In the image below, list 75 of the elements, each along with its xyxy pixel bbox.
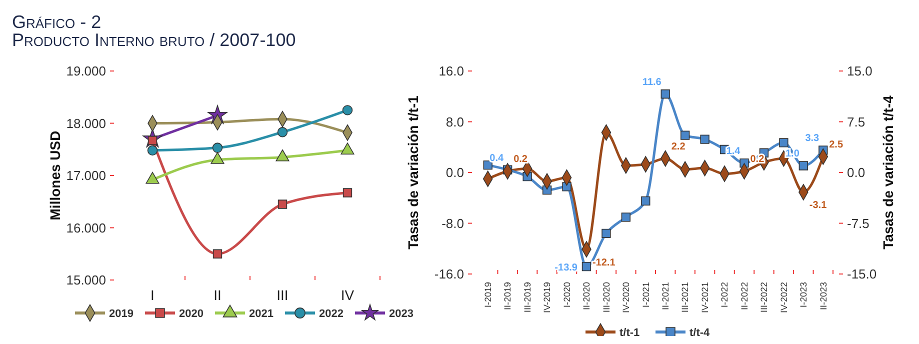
x-tick-label: IV-2021 <box>700 282 710 314</box>
x-tick-label: I <box>150 287 154 303</box>
data-label: 11.6 <box>642 77 662 88</box>
y-tick-label: -16.0 <box>434 266 464 282</box>
data-label: 0.2 <box>750 154 765 166</box>
x-tick-label: IV-2020 <box>621 282 632 314</box>
y-axis-title: Tasas de variación t/t-1 <box>405 95 421 250</box>
x-tick-label: II-2020 <box>582 282 592 310</box>
data-label: 3.3 <box>805 133 820 144</box>
point <box>342 105 353 116</box>
data-label: 2.5 <box>829 140 844 151</box>
point <box>779 138 788 148</box>
point <box>700 134 710 144</box>
point <box>582 262 592 272</box>
legend-label: t/t-1 <box>620 326 640 339</box>
y2-tick-label: -15.0 <box>847 266 877 282</box>
y2-tick-label: -7.5 <box>847 216 870 231</box>
data-label: 2.2 <box>671 142 686 153</box>
legend-label: 2021 <box>249 308 274 320</box>
y-tick-label: 15.000 <box>66 272 106 288</box>
data-label: -13.9 <box>554 262 578 274</box>
point <box>342 188 352 198</box>
data-label: -3.1 <box>809 200 828 212</box>
y-tick-label: 8.0 <box>446 114 464 130</box>
point <box>278 200 288 209</box>
y2-tick-label: 7.5 <box>847 114 866 130</box>
x-tick-label: III-2020 <box>601 282 612 313</box>
y2-axis-title: Tasas de variación t/t-4 <box>880 95 896 250</box>
x-tick-label: IV <box>340 287 355 303</box>
point <box>602 228 611 238</box>
point <box>277 127 288 138</box>
y-tick-label: 0.0 <box>446 165 464 180</box>
x-tick-label: III-2022 <box>759 282 770 313</box>
chart-title: Gráfico - 2 <box>12 12 102 32</box>
x-tick-label: II-2022 <box>739 282 750 310</box>
y-tick-label: -8.0 <box>442 216 464 231</box>
data-label: -12.1 <box>592 257 616 268</box>
x-tick-label: I-2022 <box>720 282 730 308</box>
y2-tick-label: 15.0 <box>847 64 872 79</box>
x-tick-label: II <box>214 287 222 303</box>
y-tick-label: 17.000 <box>66 168 106 184</box>
x-tick-label: II-2019 <box>502 282 513 310</box>
x-tick-label: I-2020 <box>562 282 572 308</box>
point <box>147 145 158 156</box>
point <box>660 89 670 99</box>
x-tick-label: III-2021 <box>680 282 690 313</box>
legend-label: 2022 <box>319 308 344 320</box>
y-tick-label: 18.000 <box>66 116 106 131</box>
data-label: 0.4 <box>490 152 504 164</box>
y2-tick-label: 0.0 <box>847 165 866 180</box>
point <box>641 196 650 206</box>
x-tick-label: IV-2022 <box>778 282 789 314</box>
data-label: 0.2 <box>514 154 528 166</box>
x-tick-label: III-2019 <box>522 282 532 313</box>
point <box>212 142 223 153</box>
chart-subtitle: Producto Interno bruto / 2007-100 <box>12 30 296 50</box>
legend-label: t/t-4 <box>690 326 711 339</box>
y-tick-label: 16.0 <box>438 64 464 79</box>
y-tick-label: 19.000 <box>66 64 106 79</box>
legend-label: 2019 <box>109 308 134 320</box>
point <box>680 130 690 140</box>
x-tick-label: II-2021 <box>660 282 671 310</box>
x-tick-label: III <box>276 287 288 303</box>
x-tick-label: I-2019 <box>483 282 494 308</box>
x-tick-label: I-2023 <box>798 282 809 308</box>
point <box>212 249 222 258</box>
point <box>798 161 808 170</box>
y-tick-label: 16.000 <box>66 220 106 236</box>
point <box>621 212 630 222</box>
y-axis-title: Millones USD <box>47 130 63 220</box>
x-tick-label: I-2021 <box>640 282 651 308</box>
legend-label: 2020 <box>179 308 204 320</box>
legend-label: 2023 <box>389 308 414 320</box>
x-tick-label: II-2023 <box>818 282 828 310</box>
x-tick-label: IV-2019 <box>542 282 552 314</box>
